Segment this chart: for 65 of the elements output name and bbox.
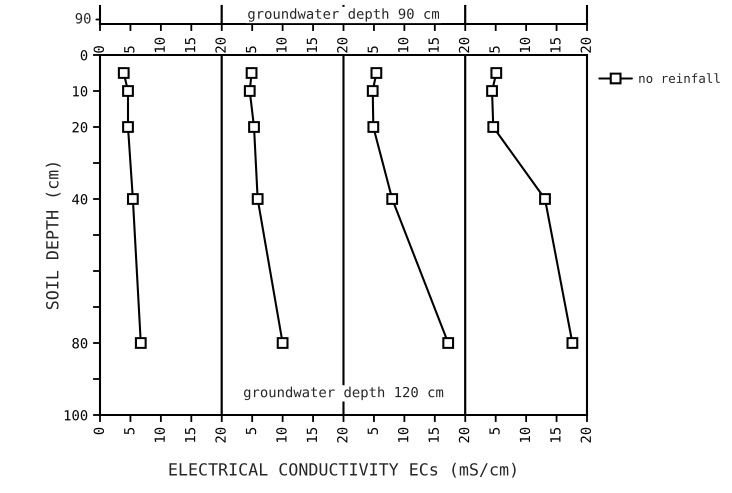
x-axis-title: ELECTRICAL CONDUCTIVITY ECs (mS/cm) xyxy=(170,462,516,478)
point xyxy=(490,67,502,79)
x2-tick-label: 0 xyxy=(94,428,104,434)
point xyxy=(118,67,130,79)
x-tick-label: 5 xyxy=(124,46,135,53)
x-tick-label: 0 xyxy=(94,46,104,53)
point xyxy=(122,85,134,97)
x2-tick-label: 15 xyxy=(428,428,439,442)
point xyxy=(487,121,500,133)
x-tick-label: 20 xyxy=(458,38,470,53)
y-tick-label: 40 xyxy=(72,194,88,205)
x-tick-label: 20 xyxy=(337,38,348,53)
x2-tick-label: 5 xyxy=(489,428,500,434)
x2-tick-label: 20 xyxy=(215,428,226,442)
x-tick-label: 5 xyxy=(489,46,500,53)
text: groundwater depth 90 cm xyxy=(248,8,439,22)
x2-tick-label: 15 xyxy=(550,428,561,442)
x2-tick-label: 10 xyxy=(398,428,408,442)
point xyxy=(252,193,264,205)
x-tick-label: 15 xyxy=(185,38,196,52)
x2-tick-label: 5 xyxy=(124,428,135,434)
y-tick-label: 80 xyxy=(72,338,88,349)
point xyxy=(386,193,398,205)
x2-tick-label: 20 xyxy=(337,428,348,442)
x2-tick-label: 10 xyxy=(520,428,530,442)
point xyxy=(244,85,256,97)
annotation: groundwater depth 120 cm xyxy=(244,386,444,400)
point xyxy=(370,67,382,79)
x-tick-label: 10 xyxy=(276,38,287,52)
point xyxy=(126,193,139,205)
x2-tick-label: 20 xyxy=(458,428,470,442)
x-tick-label: 10 xyxy=(154,38,165,52)
x2-tick-label: 5 xyxy=(246,428,256,434)
text: 90 xyxy=(76,13,91,24)
point xyxy=(122,121,134,133)
y-tick-label: 100 xyxy=(64,410,88,421)
point xyxy=(366,85,379,97)
point xyxy=(248,121,260,133)
x-tick-label: 20 xyxy=(215,38,226,53)
x2-tick-label: 15 xyxy=(306,428,318,442)
point xyxy=(566,337,578,349)
x2-tick-label: 10 xyxy=(276,428,287,442)
point xyxy=(486,85,498,97)
x-tick-label: 10 xyxy=(520,38,530,52)
x-tick-label: 5 xyxy=(246,46,256,53)
x-tick-label: 15 xyxy=(550,38,561,52)
point xyxy=(367,121,380,133)
x-tick-label: 15 xyxy=(428,38,439,52)
point xyxy=(442,337,454,349)
x-tick-label: 10 xyxy=(398,38,408,52)
point xyxy=(246,67,258,79)
x2-tick-label: 5 xyxy=(368,428,378,434)
y-tick-label: 10 xyxy=(73,86,88,97)
y-axis-title: SOIL DEPTH (cm) xyxy=(46,163,61,310)
point xyxy=(539,193,551,205)
x-tick-label: 5 xyxy=(368,46,378,53)
point xyxy=(276,337,289,349)
x-tick-label: 15 xyxy=(306,38,318,52)
x2-tick-label: 20 xyxy=(580,428,592,442)
x2-tick-label: 15 xyxy=(185,428,196,442)
y-tick-label: 20 xyxy=(72,122,88,133)
x2-tick-label: 10 xyxy=(154,428,165,442)
legend-label: no reinfall xyxy=(639,73,720,84)
x-tick-label: 20 xyxy=(580,38,592,53)
point xyxy=(134,337,147,349)
